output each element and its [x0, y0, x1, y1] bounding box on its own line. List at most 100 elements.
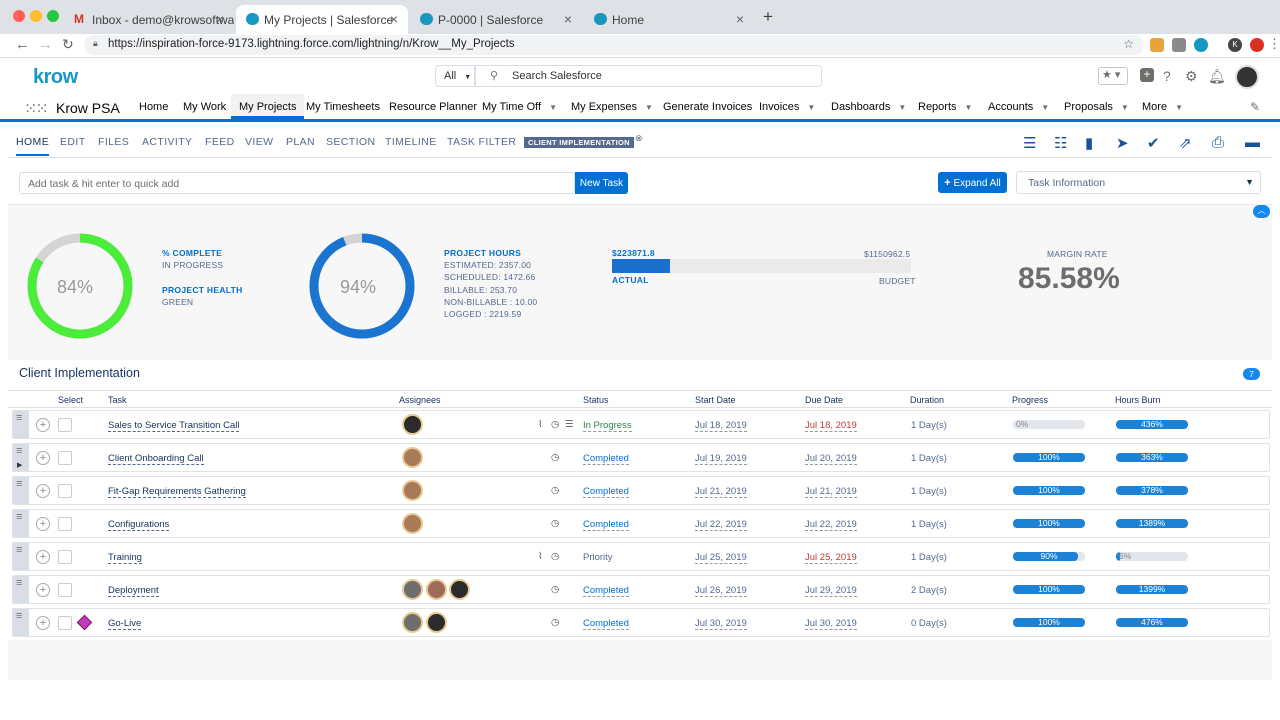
minimize-window-button[interactable] [30, 10, 42, 22]
tab-edit[interactable]: EDIT [60, 136, 86, 148]
tab-section[interactable]: SECTION [326, 136, 376, 148]
column-header-duration[interactable]: Duration [910, 395, 945, 405]
tab-timeline[interactable]: TIMELINE [385, 136, 437, 148]
drag-handle-icon[interactable] [13, 444, 29, 471]
task-name-link[interactable]: Fit-Gap Requirements Gathering [108, 486, 246, 498]
status-value[interactable]: Completed [583, 453, 629, 465]
clock-icon[interactable]: ◷ [551, 584, 560, 595]
start-date[interactable]: Jul 18, 2019 [695, 420, 747, 432]
task-name-link[interactable]: Deployment [108, 585, 159, 597]
edit-nav-pencil-icon[interactable]: ✎ [1250, 100, 1261, 114]
user-avatar[interactable] [1235, 65, 1259, 89]
drag-handle-icon[interactable] [13, 576, 29, 603]
start-date[interactable]: Jul 22, 2019 [695, 519, 747, 531]
expand-row-icon[interactable]: ▶ [17, 462, 23, 469]
gear-icon[interactable]: ⚙ [1185, 68, 1198, 84]
clock-icon[interactable]: ◷ [551, 518, 560, 529]
chevron-down-icon[interactable]: ▼ [1041, 103, 1050, 112]
add-subtask-icon[interactable]: + [36, 550, 50, 564]
clock-icon[interactable]: ◷ [551, 452, 560, 463]
assignee-avatar[interactable] [449, 579, 470, 600]
app-launcher-icon[interactable]: ⁙⁙ [24, 101, 49, 118]
due-date[interactable]: Jul 21, 2019 [805, 486, 857, 498]
task-name-link[interactable]: Configurations [108, 519, 170, 531]
back-icon[interactable]: ← [15, 36, 30, 53]
due-date[interactable]: Jul 20, 2019 [805, 453, 857, 465]
table-row[interactable]: ▶ + Client Onboarding Call ◷ Completed J… [12, 443, 1270, 472]
clock-icon[interactable]: ◷ [551, 485, 560, 496]
due-date[interactable]: Jul 29, 2019 [805, 585, 857, 597]
column-header-select[interactable]: Select [58, 395, 84, 405]
nav-item-reports[interactable]: Reports ▼ [918, 101, 973, 113]
nav-item-accounts[interactable]: Accounts ▼ [988, 101, 1050, 113]
print-icon[interactable]: ⎙ [1212, 134, 1225, 151]
drag-handle-icon[interactable] [13, 543, 29, 570]
tab-files[interactable]: FILES [98, 136, 130, 148]
attachment-icon[interactable]: ⌇ [538, 419, 543, 430]
add-subtask-icon[interactable]: + [36, 616, 50, 630]
chevron-down-icon[interactable]: ▼ [807, 103, 816, 112]
profile-icon[interactable]: K [1228, 38, 1242, 52]
status-value[interactable]: Completed [583, 519, 629, 531]
table-row[interactable]: + Sales to Service Transition Call ⌇ ◷ ☰… [12, 410, 1270, 439]
chevron-down-icon[interactable]: ▼ [964, 103, 973, 112]
assignee-avatar[interactable] [426, 612, 447, 633]
add-subtask-icon[interactable]: + [36, 484, 50, 498]
attachment-icon[interactable]: ⌇ [538, 551, 543, 562]
clock-icon[interactable]: ◷ [551, 551, 560, 562]
gantt-chart-icon[interactable]: ☰ [1023, 135, 1037, 152]
row-select-checkbox[interactable] [58, 484, 72, 498]
column-header-assignees[interactable]: Assignees [399, 395, 441, 405]
row-select-checkbox[interactable] [58, 583, 72, 597]
drag-handle-icon[interactable] [13, 510, 29, 537]
salesforce-extension-icon[interactable] [1194, 38, 1208, 52]
bookmark-star-icon[interactable]: ☆ [1123, 37, 1134, 51]
row-select-checkbox[interactable] [58, 517, 72, 531]
assignee-avatar[interactable] [402, 480, 423, 501]
start-date[interactable]: Jul 25, 2019 [695, 552, 747, 564]
chevron-down-icon[interactable]: ▼ [1120, 103, 1129, 112]
close-tab-icon[interactable]: × [389, 11, 398, 27]
chevron-down-icon[interactable]: ▼ [645, 103, 653, 112]
chevron-down-icon[interactable]: ▼ [1175, 103, 1183, 112]
assignee-avatar[interactable] [402, 612, 423, 633]
add-subtask-icon[interactable]: + [36, 583, 50, 597]
browser-tab-gmail[interactable]: M Inbox - demo@krowsoftware.co × [74, 11, 234, 27]
clock-icon[interactable]: ◷ [551, 419, 560, 430]
table-row[interactable]: + Training ⌇ ◷ Priority Jul 25, 2019 Jul… [12, 542, 1270, 571]
help-icon[interactable]: ? [1163, 68, 1171, 84]
browser-tab-p0000[interactable]: P-0000 | Salesforce × [410, 5, 582, 34]
notifications-bell-icon[interactable]: 🔔︎ [1208, 68, 1226, 84]
nav-item-dashboards[interactable]: Dashboards ▼ [831, 101, 907, 113]
column-header-status[interactable]: Status [583, 395, 609, 405]
task-name-link[interactable]: Sales to Service Transition Call [108, 420, 240, 432]
tab-plan[interactable]: PLAN [286, 136, 316, 148]
column-header-progress[interactable]: Progress [1012, 395, 1049, 405]
nav-item-proposals[interactable]: Proposals ▼ [1064, 101, 1129, 113]
assignee-avatar[interactable] [402, 414, 423, 435]
favorites-icon[interactable]: ★ ▾ [1098, 67, 1128, 85]
global-actions-icon[interactable]: + [1140, 68, 1154, 82]
close-window-button[interactable] [13, 10, 25, 22]
assignee-avatar[interactable] [402, 513, 423, 534]
nav-item-my-timesheets[interactable]: My Timesheets [306, 101, 380, 113]
new-tab-button[interactable]: + [763, 7, 773, 26]
due-date[interactable]: Jul 18, 2019 [805, 420, 857, 432]
extension-icon[interactable] [1250, 38, 1264, 52]
forward-icon[interactable]: → [38, 36, 53, 53]
browser-menu-icon[interactable]: ⋮ [1268, 36, 1280, 51]
nav-item-more[interactable]: More ▼ [1142, 101, 1183, 113]
row-select-checkbox[interactable] [58, 616, 72, 630]
collapse-summary-icon[interactable]: ︿ [1253, 205, 1270, 218]
table-row[interactable]: + Go-Live ◷ Completed Jul 30, 2019 Jul 3… [12, 608, 1270, 637]
close-badge-icon[interactable]: ⊗ [635, 133, 643, 143]
nav-item-my-time-off[interactable]: My Time Off ▼ [482, 101, 558, 113]
add-subtask-icon[interactable]: + [36, 517, 50, 531]
chevron-down-icon[interactable]: ▼ [549, 103, 558, 112]
column-header-due-date[interactable]: Due Date [805, 395, 844, 405]
status-value[interactable]: In Progress [583, 420, 632, 432]
task-name-link[interactable]: Client Onboarding Call [108, 453, 204, 465]
close-tab-icon[interactable]: × [735, 11, 744, 27]
extension-icon[interactable] [1150, 38, 1164, 52]
folder-icon[interactable]: ▬ [1245, 134, 1260, 151]
